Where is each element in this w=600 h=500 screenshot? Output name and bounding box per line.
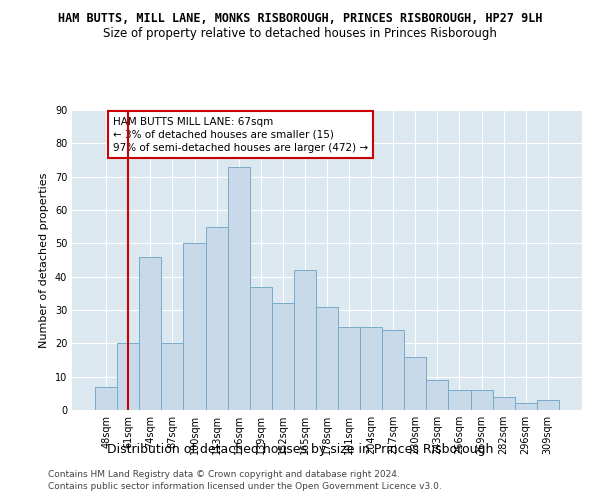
Bar [427,380,448,410]
Bar [470,390,493,410]
Bar [161,344,184,410]
Bar [493,396,515,410]
Bar [537,400,559,410]
Bar [139,256,161,410]
Text: HAM BUTTS, MILL LANE, MONKS RISBOROUGH, PRINCES RISBOROUGH, HP27 9LH: HAM BUTTS, MILL LANE, MONKS RISBOROUGH, … [58,12,542,26]
Bar [360,326,382,410]
Bar [404,356,427,410]
Bar [272,304,294,410]
Text: HAM BUTTS MILL LANE: 67sqm
← 3% of detached houses are smaller (15)
97% of semi-: HAM BUTTS MILL LANE: 67sqm ← 3% of detac… [113,116,368,153]
Bar [294,270,316,410]
Text: Size of property relative to detached houses in Princes Risborough: Size of property relative to detached ho… [103,28,497,40]
Bar [206,226,227,410]
Bar [250,286,272,410]
Bar [95,386,117,410]
Y-axis label: Number of detached properties: Number of detached properties [39,172,49,348]
Bar [316,306,338,410]
Bar [382,330,404,410]
Bar [338,326,360,410]
Text: Distribution of detached houses by size in Princes Risborough: Distribution of detached houses by size … [107,442,493,456]
Text: Contains HM Land Registry data © Crown copyright and database right 2024.: Contains HM Land Registry data © Crown c… [48,470,400,479]
Text: Contains public sector information licensed under the Open Government Licence v3: Contains public sector information licen… [48,482,442,491]
Bar [184,244,206,410]
Bar [227,166,250,410]
Bar [515,404,537,410]
Bar [117,344,139,410]
Bar [448,390,470,410]
